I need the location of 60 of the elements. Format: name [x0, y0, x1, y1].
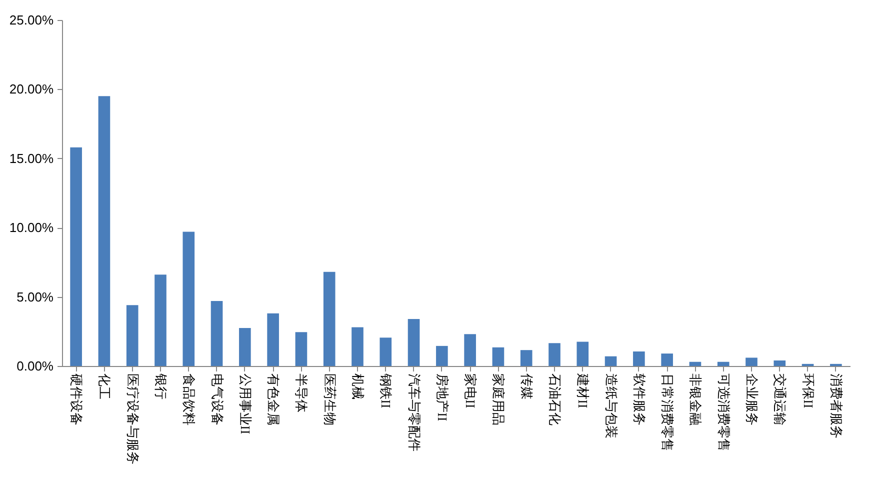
bar	[70, 147, 82, 366]
bar	[746, 358, 758, 366]
bar	[774, 360, 786, 366]
x-tick-label: 造纸与包装	[604, 374, 619, 438]
bar	[408, 318, 420, 366]
bar	[352, 327, 364, 366]
bar	[548, 343, 560, 366]
x-tick-label: 化工	[97, 374, 112, 400]
x-tick-label: 家庭用品	[491, 374, 506, 426]
x-tick-label: 消费者服务	[828, 374, 844, 438]
bar	[210, 300, 223, 366]
x-tick-label: 机械	[350, 374, 366, 400]
bar	[520, 350, 532, 366]
y-tick-label: 25.00%	[9, 12, 54, 28]
x-tick-label: 钢铁II	[378, 372, 394, 408]
x-tick-label: 企业服务	[744, 374, 760, 426]
y-tick-label: 15.00%	[9, 150, 54, 166]
bar	[380, 338, 392, 366]
x-tick-label: 石油石化	[548, 374, 562, 426]
x-tick-label: 建材II	[576, 372, 591, 408]
bar	[295, 332, 308, 366]
x-tick-label: 环保II	[800, 374, 816, 408]
y-tick-label: 10.00%	[9, 220, 54, 236]
x-tick-label: 汽车与零配件	[406, 374, 422, 452]
x-tick-label: 电气设备	[210, 374, 225, 426]
bar	[689, 362, 702, 366]
bar	[717, 362, 730, 366]
x-tick-label: 银行	[154, 372, 168, 400]
bar	[576, 342, 589, 366]
y-tick-label: 20.00%	[9, 82, 54, 97]
x-tick-label: 硬件设备	[69, 374, 84, 426]
x-tick-label: 可选消费零售	[716, 374, 732, 452]
x-tick-label: 半导体	[294, 374, 310, 412]
bar	[492, 347, 504, 366]
bar	[267, 313, 279, 366]
bar	[154, 274, 166, 366]
x-tick-label: 有色金属	[266, 374, 282, 426]
bar	[182, 232, 195, 366]
bar	[633, 351, 645, 366]
x-tick-label: 家电II	[463, 374, 478, 408]
x-tick-label: 非银金融	[688, 374, 704, 426]
y-tick-label: 0.00%	[16, 358, 54, 374]
x-tick-label: 医药生物	[322, 374, 338, 426]
x-tick-label: 软件服务	[632, 374, 647, 426]
bar	[98, 96, 110, 366]
bar	[464, 334, 476, 366]
bar	[126, 305, 138, 366]
x-tick-label: 房地产II	[434, 374, 450, 422]
x-tick-label: 传媒	[519, 374, 534, 400]
x-tick-label: 日常消费零售	[660, 374, 676, 452]
bar	[661, 354, 673, 366]
x-tick-label: 公用事业II	[238, 374, 253, 434]
x-tick-label: 交通运输	[772, 374, 788, 426]
y-tick-label: 5.00%	[16, 289, 54, 304]
bar	[604, 356, 617, 366]
x-tick-label: 医疗设备与服务	[125, 374, 140, 464]
bar	[436, 346, 448, 366]
bar	[239, 328, 251, 366]
bar	[323, 272, 336, 366]
x-tick-label: 食品饮料	[182, 374, 197, 426]
